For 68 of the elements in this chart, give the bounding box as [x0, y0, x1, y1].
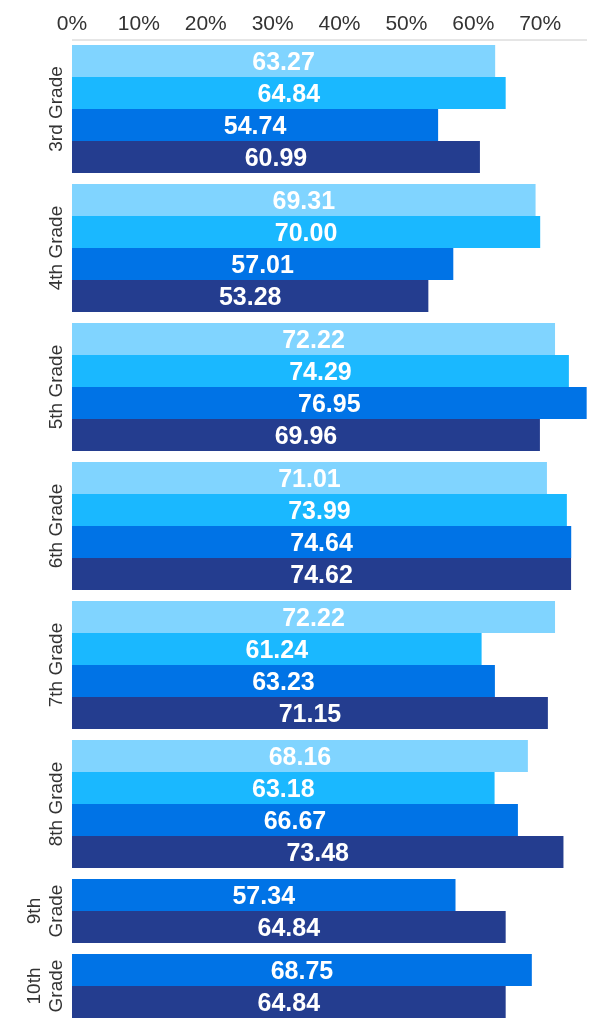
y-tick-label: 7th Grade	[45, 622, 66, 708]
data-label: 63.27	[252, 47, 315, 75]
data-label: 68.16	[268, 742, 332, 770]
bar	[72, 740, 528, 772]
bar	[72, 355, 569, 387]
data-label: 66.67	[263, 806, 327, 834]
y-tick-label: 5th Grade	[45, 344, 66, 430]
data-label: 72.22	[282, 603, 345, 631]
data-label: 71.15	[278, 699, 342, 727]
y-tick-label: 6th Grade	[45, 483, 66, 569]
data-label: 64.84	[257, 913, 321, 941]
bar	[72, 697, 548, 729]
y-tick-label: 4th Grade	[45, 205, 66, 291]
bar	[72, 77, 506, 109]
bar	[72, 526, 572, 558]
bar	[72, 419, 540, 451]
data-label: 69.31	[272, 186, 336, 214]
bar	[72, 109, 439, 141]
bar	[72, 633, 482, 665]
data-label: 68.75	[270, 956, 334, 984]
data-label: 74.62	[290, 560, 353, 588]
x-tick-label: 70%	[519, 11, 562, 34]
data-label: 63.18	[252, 774, 315, 802]
bar	[72, 323, 556, 355]
y-tick-label: 8th Grade	[45, 761, 66, 847]
x-tick-label: 60%	[452, 11, 495, 34]
data-label: 72.22	[282, 325, 345, 353]
data-label: 63.23	[252, 667, 315, 695]
bar	[72, 216, 541, 248]
data-label: 54.74	[223, 111, 287, 139]
bar	[72, 836, 564, 868]
data-label: 60.99	[244, 143, 308, 171]
data-label: 57.34	[232, 881, 296, 909]
bar	[72, 804, 518, 836]
y-tick-label: 3rd Grade	[45, 66, 66, 152]
data-label: 74.64	[290, 528, 353, 556]
x-tick-label: 40%	[318, 11, 361, 34]
data-label: 70.00	[274, 218, 338, 246]
data-label: 73.99	[288, 496, 351, 524]
data-label: 69.96	[274, 421, 338, 449]
bar	[72, 45, 496, 77]
bar	[72, 494, 567, 526]
y-tick-label: 10th Grade	[23, 959, 66, 1013]
data-label: 64.84	[257, 988, 321, 1016]
bar	[72, 462, 547, 494]
x-tick-label: 50%	[385, 11, 428, 34]
data-label: 53.28	[218, 282, 282, 310]
data-label: 73.48	[286, 838, 350, 866]
bar	[72, 665, 495, 697]
x-tick-label: 10%	[117, 11, 160, 34]
data-label: 64.84	[257, 79, 321, 107]
y-tick-label: 9th Grade	[23, 884, 66, 938]
x-tick-label: 0%	[56, 11, 88, 34]
x-tick-label: 20%	[184, 11, 227, 34]
data-label: 76.95	[298, 389, 361, 417]
bar	[72, 248, 454, 280]
x-tick-label: 30%	[251, 11, 294, 34]
bar	[72, 387, 587, 419]
bar	[72, 601, 556, 633]
bar	[72, 184, 536, 216]
bar	[72, 772, 495, 804]
bar	[72, 558, 572, 590]
bar	[72, 141, 480, 173]
data-label: 57.01	[231, 250, 295, 278]
data-label: 71.01	[278, 464, 341, 492]
data-label: 74.29	[289, 357, 352, 385]
data-label: 61.24	[245, 635, 309, 663]
bar	[72, 280, 429, 312]
